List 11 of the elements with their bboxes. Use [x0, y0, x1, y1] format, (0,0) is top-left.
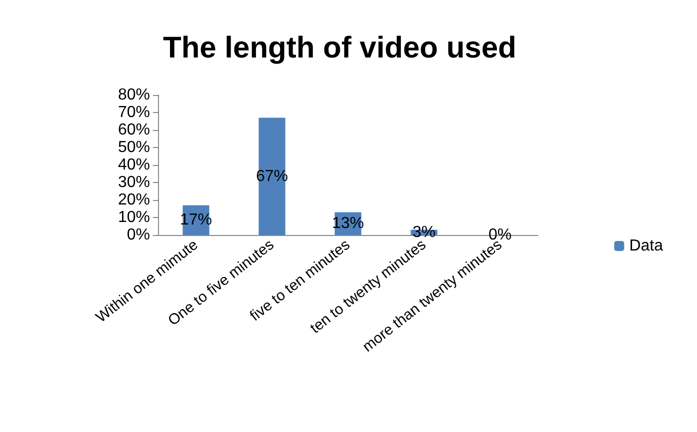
y-tick-label: 30% — [118, 174, 150, 191]
y-tick-label: 70% — [118, 104, 150, 121]
y-tick-label: 40% — [118, 156, 150, 174]
legend-label: Data — [629, 238, 664, 254]
y-tick-label: 50% — [118, 139, 150, 156]
y-tick-label: 60% — [118, 122, 150, 138]
y-tick-label: 0% — [126, 226, 150, 244]
y-tick-label: 20% — [118, 192, 150, 208]
y-tick-label: 10% — [118, 209, 150, 226]
y-tick-label: 80% — [118, 86, 150, 104]
chart-title: The length of video used — [163, 32, 516, 64]
